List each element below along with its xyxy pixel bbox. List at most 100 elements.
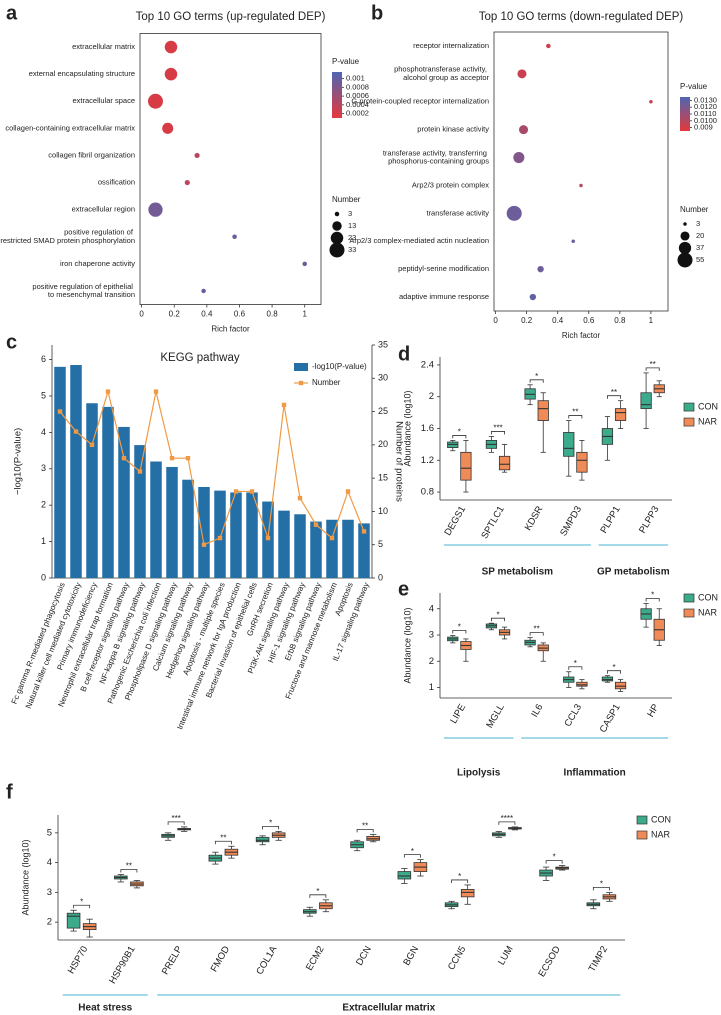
line-marker [89,442,95,448]
bar [134,445,146,578]
significance-label: * [269,818,272,827]
box [460,451,472,481]
x-tick-label: CASP1 [598,702,623,734]
significance-bracket [262,825,280,830]
size-legend-title: Number [332,195,361,204]
size-legend-key [677,252,693,268]
box [397,871,412,880]
colorbar-tick-label: 0.0120 [694,102,717,111]
significance-bracket [568,666,583,670]
line-marker [361,529,367,534]
size-legend-label: 13 [348,221,356,230]
bar [166,466,178,578]
legend-label: -log10(P-value) [312,362,367,371]
bubble [579,183,583,188]
y-tick-label: collagen fibril organization [48,150,135,159]
bubble [518,125,529,135]
y-tick-label: 4 [47,857,52,868]
size-legend-label: 3 [348,209,352,218]
bubble [649,99,653,104]
y-tick-label: 2 [429,391,434,402]
y-tick-label: external encapsulating structure [29,69,135,78]
bubble [513,152,525,164]
x-tick-label: TIMP2 [587,944,611,974]
y-tick-label: extracellular matrix [72,42,135,51]
colorbar-tick-label: 0.0002 [346,109,369,118]
y2-tick-label: 10 [378,506,388,516]
x-tick-label: ECSOD [536,944,562,979]
significance-bracket [491,431,505,435]
significance-label: *** [171,814,180,823]
size-legend-label: 55 [696,255,704,264]
bar [310,521,322,578]
y-tick-label: transferase activity, transferring phosp… [383,148,489,165]
y-tick-label: 1.6 [421,423,434,434]
legend-key [636,815,648,825]
size-legend-label: 3 [696,219,700,228]
y-tick-label: 1.2 [421,455,434,466]
x-axis-label: Rich factor [562,331,601,340]
significance-bracket [592,886,610,891]
box [460,889,475,898]
x-tick-label: 0.2 [169,310,181,319]
significance-label: ** [650,360,656,369]
legend-label: NAR [651,829,671,839]
y-tick-label: adaptive immune response [399,292,489,301]
significance-label: * [80,897,83,906]
line-marker [137,469,143,474]
panel-label: e [398,578,409,600]
legend-key [683,402,695,412]
x-tick-label: COL1A [254,944,279,977]
x-tick-label: SMPD3 [558,504,584,538]
bubble [506,205,522,221]
significance-bracket [451,879,469,883]
x-tick-label: DEGS1 [442,504,468,537]
significance-bracket [491,617,505,622]
legend-key [636,830,648,840]
size-legend-label: 20 [696,231,704,240]
x-tick-label: PLPP1 [598,504,622,535]
box [576,451,588,473]
size-legend-key [683,222,687,226]
line-marker [57,409,63,414]
bar [342,519,354,578]
y-tick-label: extracellular region [72,205,135,214]
legend-key [298,380,304,386]
line-marker [105,389,111,394]
significance-label: ** [611,388,617,397]
significance-bracket [214,840,232,845]
x-tick-label: 1 [302,310,307,319]
panel-label: b [371,2,383,24]
bubble [232,234,237,240]
y-tick-label: peptidyl-serine modification [398,264,489,273]
y-tick-label: Arp2/3 protein complex [412,180,489,189]
box [576,681,588,687]
significance-bracket [452,435,467,439]
y-tick-label: phosphotransferase activity, alcohol gro… [394,65,489,82]
size-legend-key [329,242,345,258]
y-tick-label: positive regulation of pathway-restricte… [0,228,135,245]
y2-tick-label: 25 [378,406,388,416]
group-label: Lipolysis [457,768,501,779]
line-marker [345,489,351,494]
panel-label: a [6,2,18,24]
line-marker [313,522,319,527]
significance-bracket [452,630,467,634]
line-marker [185,455,191,461]
y-tick-label: 3 [41,463,46,473]
y2-tick-label: 5 [378,539,383,549]
bubble [164,40,178,54]
x-tick-label: HSP90B1 [107,944,137,986]
line-marker [281,402,287,408]
significance-bracket [529,379,544,383]
y-tick-label: 2 [429,656,434,667]
x-tick-label: 0.6 [234,310,246,319]
y2-tick-label: 0 [378,572,383,582]
bar [294,514,306,578]
x-tick-label: 0.8 [267,310,279,319]
line-marker [265,535,271,541]
significance-label: * [612,663,615,672]
line-marker [121,455,127,461]
bubble [571,239,575,244]
